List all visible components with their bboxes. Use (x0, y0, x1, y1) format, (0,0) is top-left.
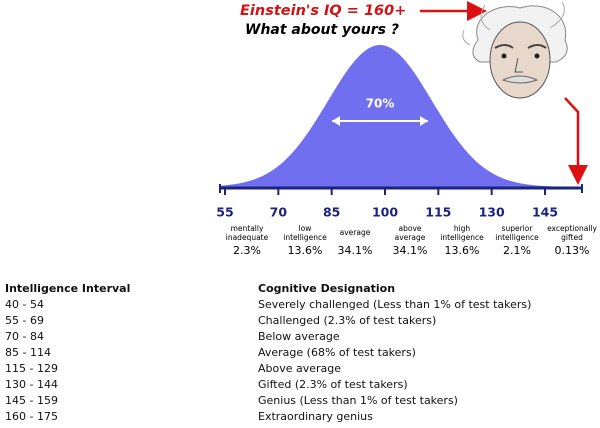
band-label: low (299, 224, 312, 233)
band-share: 13.6% (288, 244, 323, 257)
table-cell: Average (68% of test takers) (258, 346, 416, 359)
table-cell: Genius (Less than 1% of test takers) (258, 394, 458, 407)
table-cell: 160 - 175 (5, 410, 58, 423)
table-cell: Below average (258, 330, 340, 343)
band-label: mentally (231, 224, 264, 233)
table-cell: 70 - 84 (5, 330, 44, 343)
band-label: superior (502, 224, 534, 233)
bell-curve: 70% (220, 45, 582, 187)
band-label: average (340, 228, 371, 237)
arrow (564, 97, 588, 185)
band-label: gifted (561, 233, 583, 242)
tick-label: 130 (479, 205, 505, 220)
table-cell: Gifted (2.3% of test takers) (258, 378, 408, 391)
table-cell: Severely challenged (Less than 1% of tes… (258, 298, 531, 311)
band-label: intelligence (495, 233, 539, 242)
band-share: 2.1% (503, 244, 531, 257)
tick-label: 70 (270, 205, 288, 220)
subtitle: What about yours ? (245, 22, 399, 38)
table-cell: 40 - 54 (5, 298, 44, 311)
column-header: Cognitive Designation (258, 282, 395, 295)
band-label: average (395, 233, 426, 242)
band-share: 34.1% (393, 244, 428, 257)
table-cell: 55 - 69 (5, 314, 44, 327)
table-cell: Above average (258, 362, 341, 375)
band-label: high (454, 224, 471, 233)
table-cell: 145 - 159 (5, 394, 58, 407)
tick-label: 55 (216, 205, 233, 220)
column-header: Intelligence Interval (5, 282, 130, 295)
table-cell: 130 - 144 (5, 378, 58, 391)
band-label: above (399, 224, 422, 233)
tick-label: 145 (532, 205, 558, 220)
tick-label: 100 (372, 205, 398, 220)
curve-area (220, 45, 582, 187)
title: Einstein's IQ = 160+ (240, 3, 406, 19)
band-label: intelligence (440, 233, 484, 242)
table-cell: Challenged (2.3% of test takers) (258, 314, 436, 327)
center-label: 70% (366, 97, 395, 111)
band-share: 34.1% (338, 244, 373, 257)
table-cell: 85 - 114 (5, 346, 51, 359)
band-share: 0.13% (555, 244, 590, 257)
tick-label: 115 (425, 205, 451, 220)
table-cell: 115 - 129 (5, 362, 58, 375)
band-label: exceptionally (547, 224, 597, 233)
table-cell: Extraordinary genius (258, 410, 373, 423)
band-share: 2.3% (233, 244, 261, 257)
band-label: inadequate (226, 233, 269, 242)
tick-label: 85 (323, 205, 340, 220)
band-label: intelligence (283, 233, 327, 242)
band-share: 13.6% (445, 244, 480, 257)
portrait (462, 1, 568, 99)
